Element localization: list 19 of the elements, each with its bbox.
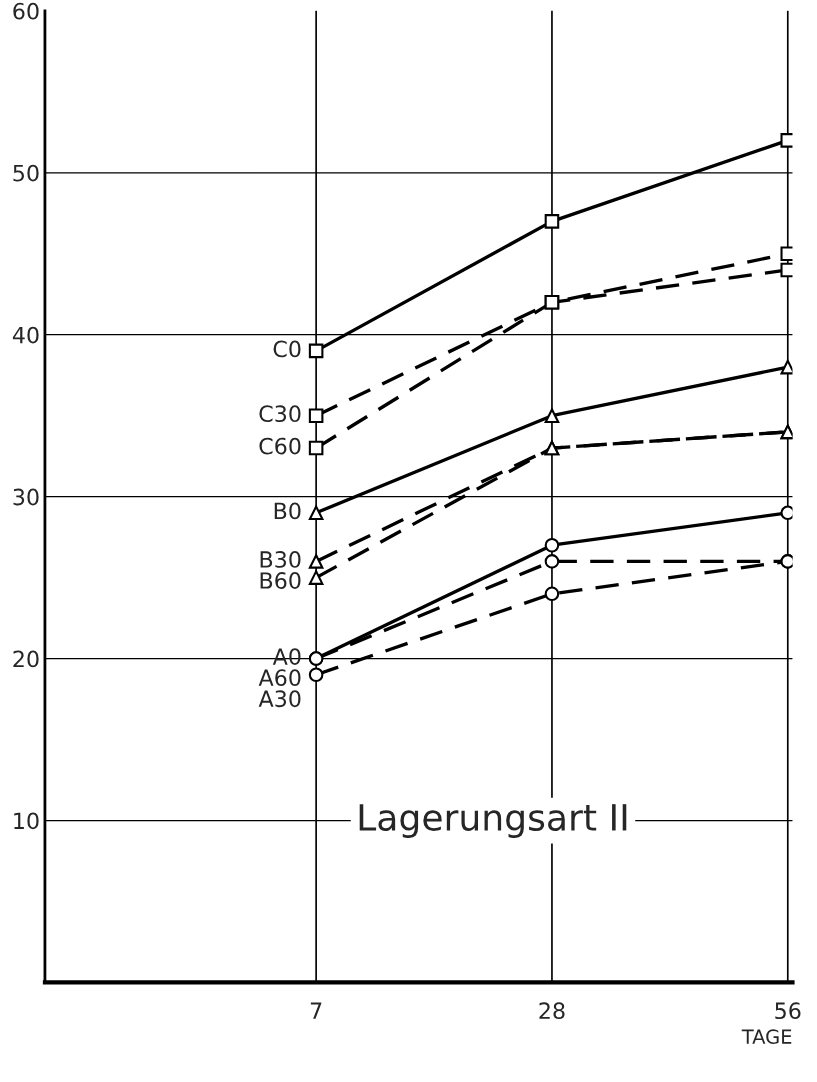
y-tick-label: 40 [12, 326, 39, 344]
series-label: B0 [274, 502, 301, 520]
text: Lagerungsart II [359, 804, 627, 838]
series-label: A60 [258, 669, 301, 687]
y-tick-label: 20 [13, 650, 39, 668]
y-tick-label: 30 [13, 488, 39, 506]
y-tick-label: 60 [13, 2, 39, 20]
x-tick-label: 56 [775, 1002, 801, 1020]
x-tick-label: 28 [539, 1002, 565, 1020]
series-label: C30 [259, 405, 301, 423]
series-label: C0 [273, 340, 301, 358]
y-tick-label: 50 [13, 164, 39, 182]
x-axis-title: TAGE [741, 1029, 792, 1045]
series-label: B30 [260, 551, 301, 568]
series-label: C60 [259, 437, 301, 455]
series-label: B60 [260, 572, 301, 589]
series-label: A30 [258, 690, 301, 708]
x-tick-label: 7 [310, 1002, 322, 1019]
y-tick-label: 10 [14, 812, 39, 830]
